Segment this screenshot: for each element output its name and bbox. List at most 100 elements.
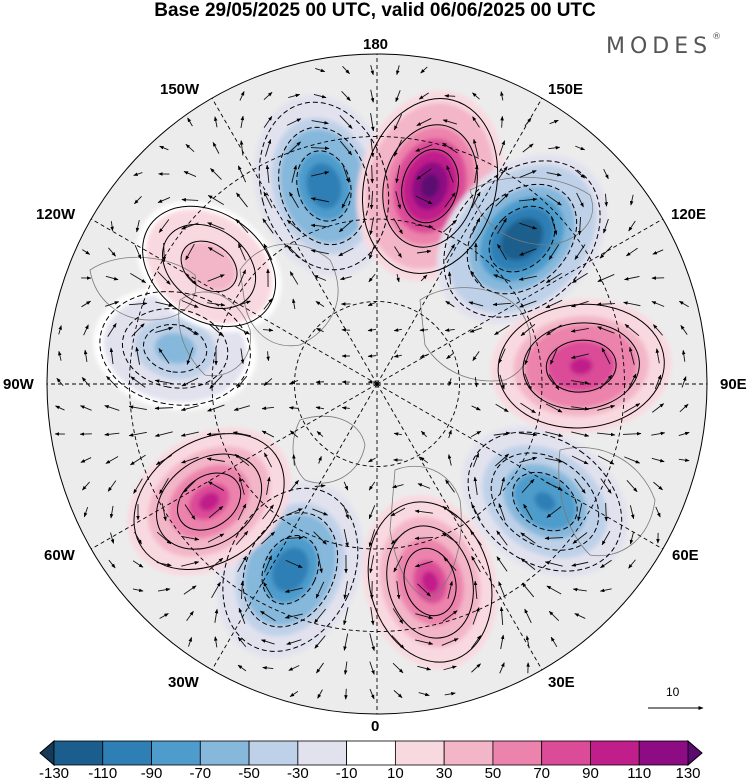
- wind-vector: [498, 348, 506, 364]
- wind-vector: [313, 608, 327, 624]
- wind-vector: [604, 193, 608, 207]
- wind-vector: [442, 532, 458, 544]
- wind-vector: [315, 380, 324, 384]
- wind-vector: [548, 611, 560, 621]
- wind-vector: [311, 120, 329, 125]
- wind-vector: [207, 246, 224, 258]
- wind-vector: [234, 325, 251, 335]
- wind-vector: [472, 452, 480, 467]
- wind-vector: [264, 555, 272, 573]
- wind-vector: [597, 432, 616, 437]
- wind-vector: [577, 503, 583, 522]
- wind-vector: [498, 140, 506, 156]
- wind-vector: [207, 404, 225, 412]
- wind-vector: [471, 191, 481, 209]
- wind-vector: [470, 530, 482, 546]
- wind-vector: [154, 406, 174, 411]
- wind-vector: [471, 555, 481, 573]
- wind-vector: [472, 92, 480, 100]
- wind-vector: [551, 217, 558, 236]
- colorbar-tick-label: 70: [533, 765, 551, 782]
- contour-group-1: [258, 101, 390, 271]
- wind-vector: [108, 559, 116, 569]
- wind-vector: [80, 405, 92, 411]
- wind-vector: [391, 635, 405, 649]
- colorbar-swatch: [443, 740, 494, 766]
- vector-scale-label: 10: [666, 685, 680, 699]
- wind-vector: [370, 113, 375, 132]
- wind-vector: [369, 633, 375, 652]
- wind-vector: [208, 505, 224, 519]
- wind-vector: [80, 457, 92, 463]
- wind-vector: [342, 66, 350, 74]
- wind-vector: [338, 247, 354, 257]
- wind-vector: [162, 242, 167, 262]
- wind-vector: [443, 557, 457, 571]
- wind-vector: [240, 115, 245, 129]
- wind-vector: [499, 606, 504, 626]
- colorbar-swatch: [394, 740, 445, 766]
- wind-vector: [624, 456, 641, 464]
- wind-vector: [599, 245, 613, 259]
- wind-vector: [626, 247, 638, 257]
- wind-vector: [339, 115, 353, 129]
- wind-vector: [134, 195, 142, 205]
- wind-vector: [393, 113, 403, 131]
- wind-vector: [183, 171, 197, 177]
- wind-vector: [264, 139, 272, 157]
- wind-vector: [393, 139, 403, 157]
- wind-vector: [289, 191, 299, 209]
- wind-vector: [570, 353, 589, 359]
- meridian-120: [376, 218, 664, 385]
- meridian-60: [376, 383, 664, 550]
- wind-vector: [447, 454, 452, 466]
- wind-vector: [367, 301, 377, 307]
- wind-vector: [370, 65, 374, 76]
- wind-vector: [58, 350, 62, 361]
- wind-vector: [239, 90, 245, 101]
- wind-vector: [180, 431, 199, 437]
- wind-vector: [396, 273, 400, 283]
- wind-vector: [317, 555, 323, 574]
- wind-vector: [157, 587, 171, 592]
- wind-vector: [571, 431, 590, 437]
- wind-vector: [414, 560, 433, 568]
- wind-vector: [261, 406, 274, 410]
- wind-vector: [316, 431, 324, 437]
- contour-group-4: [497, 303, 665, 429]
- anomaly-center-1: [253, 94, 395, 278]
- wind-vector: [521, 582, 535, 598]
- wind-vector: [498, 503, 506, 521]
- wind-vector: [310, 197, 329, 203]
- colorbar-swatch: [151, 740, 201, 766]
- wind-vector: [653, 481, 663, 491]
- wind-vector: [367, 328, 377, 332]
- wind-vector: [496, 530, 508, 546]
- wind-vector: [58, 325, 62, 335]
- wind-vector: [680, 325, 688, 335]
- wind-vector: [521, 479, 535, 493]
- colorbar-swatch: [590, 740, 640, 766]
- wind-vector: [187, 117, 193, 127]
- wind-vector: [238, 476, 245, 495]
- wind-vector: [396, 581, 401, 600]
- wind-vector: [444, 192, 456, 208]
- wind-vector: [652, 403, 665, 413]
- wind-vector: [519, 222, 537, 230]
- wind-vector: [396, 65, 400, 76]
- wind-vector: [546, 506, 562, 518]
- wind-vector: [265, 164, 270, 183]
- wind-vector: [369, 244, 375, 260]
- wind-vector: [629, 505, 635, 520]
- wind-vector: [206, 457, 225, 462]
- wind-vector: [419, 354, 428, 358]
- wind-vector: [499, 662, 505, 674]
- wind-vector: [289, 479, 299, 492]
- wind-vector: [651, 431, 666, 436]
- wind-vector: [233, 300, 251, 308]
- wind-vector: [342, 165, 350, 183]
- wind-vector: [211, 581, 221, 599]
- wind-vector: [545, 272, 562, 284]
- wind-vector: [263, 116, 273, 128]
- wind-vector: [622, 431, 642, 436]
